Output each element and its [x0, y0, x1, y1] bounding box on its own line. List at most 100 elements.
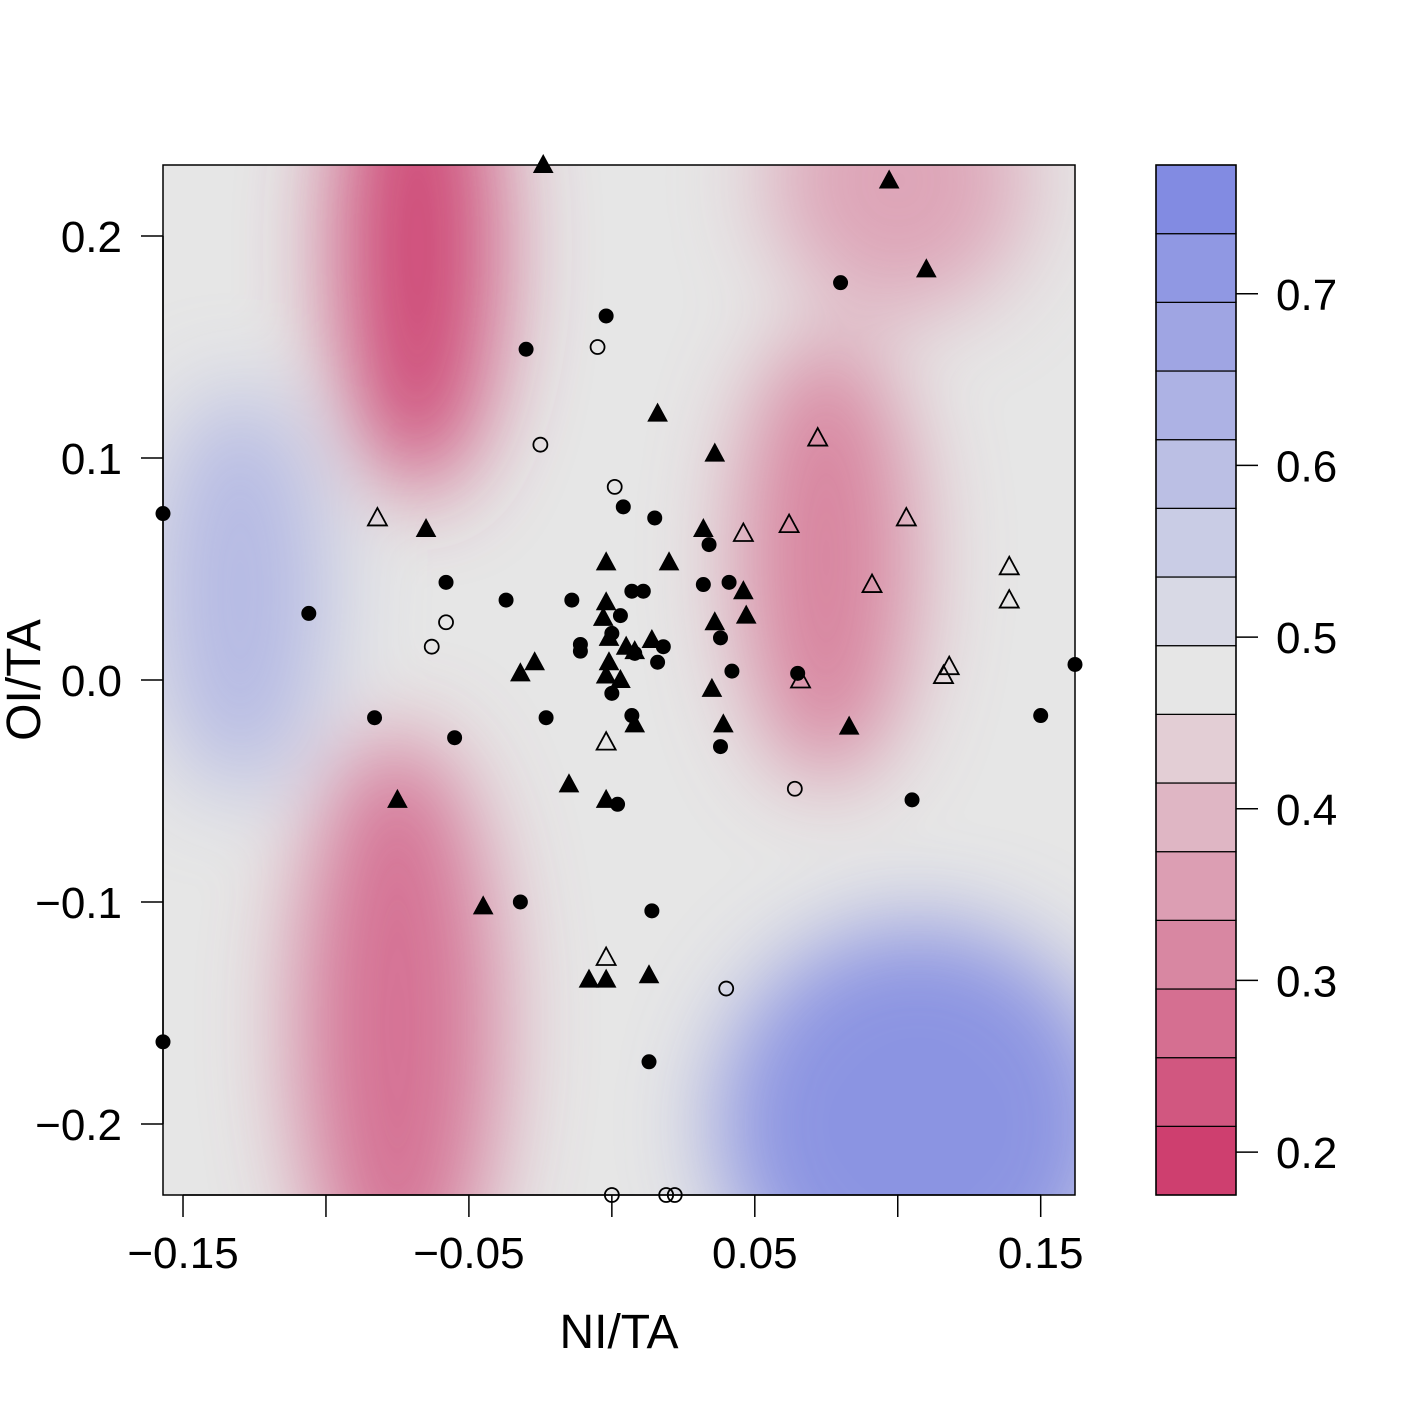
filled-circle-point	[647, 510, 663, 526]
filled-triangle-point	[578, 968, 600, 988]
open-triangle-point	[998, 588, 1021, 609]
filled-circle-point	[438, 574, 454, 590]
open-circle-point	[786, 780, 803, 797]
open-circle-point	[532, 436, 549, 453]
contour-region	[717, 924, 1075, 1195]
filled-triangle-point	[524, 651, 546, 671]
open-circle-point	[423, 638, 440, 655]
colorbar-level	[1155, 1125, 1237, 1196]
filled-triangle-point	[532, 153, 554, 173]
filled-circle-point	[447, 730, 463, 746]
filled-circle-point	[712, 630, 728, 646]
colorbar-level	[1155, 576, 1237, 647]
filled-circle-point	[1033, 708, 1049, 724]
filled-circle-point	[612, 608, 628, 624]
filled-circle-point	[833, 275, 849, 291]
open-triangle-point	[938, 654, 961, 676]
y-tick-label: −0.1	[35, 879, 122, 928]
x-tick-label: 0.15	[998, 1229, 1084, 1278]
filled-triangle-point	[595, 591, 617, 611]
filled-circle-point	[644, 903, 660, 919]
colorbar-level	[1155, 919, 1237, 990]
colorbar-level	[1155, 645, 1237, 715]
filled-triangle-point	[704, 611, 726, 631]
filled-circle-point	[701, 537, 717, 553]
filled-triangle-point	[692, 518, 714, 538]
open-circle-point	[606, 478, 623, 495]
open-triangle-point	[998, 554, 1021, 576]
filled-circle-point	[498, 592, 514, 608]
filled-triangle-point	[838, 715, 860, 735]
open-triangle-point	[789, 668, 812, 689]
colorbar-level	[1155, 370, 1237, 441]
filled-circle-point	[695, 577, 711, 593]
contour-region	[300, 735, 495, 1195]
y-tick-label: 0.1	[61, 435, 122, 484]
filled-triangle-point	[878, 169, 900, 189]
filled-circle-point	[538, 710, 554, 726]
colorbar-level	[1155, 439, 1237, 509]
open-circle-point	[718, 980, 735, 997]
contour-region	[163, 391, 326, 791]
open-triangle-point	[366, 506, 389, 527]
open-triangle-point	[861, 572, 884, 593]
filled-triangle-point	[641, 628, 663, 649]
filled-triangle-point	[704, 442, 726, 462]
filled-circle-point	[641, 1054, 657, 1070]
x-tick-label: 0.05	[712, 1229, 798, 1278]
filled-triangle-point	[592, 606, 614, 626]
filled-triangle-point	[595, 968, 617, 988]
contour-region	[337, 165, 498, 492]
filled-triangle-point	[415, 518, 437, 538]
filled-triangle-point	[598, 651, 620, 671]
x-tick-label: −0.05	[413, 1229, 524, 1278]
y-tick-label: 0.2	[61, 213, 122, 262]
colorbar-level	[1155, 164, 1237, 235]
filled-circle-point	[712, 739, 728, 755]
filled-triangle-point	[713, 713, 734, 733]
filled-circle-point	[572, 636, 588, 652]
colorbar-tick-label: 0.5	[1276, 614, 1337, 663]
colorbar-level	[1155, 988, 1237, 1059]
colorbar-level	[1155, 851, 1237, 921]
filled-triangle-point	[624, 640, 646, 660]
filled-triangle-point	[510, 662, 531, 682]
filled-circle-point	[721, 574, 737, 590]
filled-triangle-point	[387, 788, 408, 808]
filled-circle-point	[564, 592, 580, 608]
colorbar-level	[1155, 782, 1237, 853]
x-axis: −0.15 −0.05 0.05 0.15	[127, 1194, 1084, 1278]
y-tick-label: 0.0	[61, 657, 122, 706]
filled-triangle-point	[735, 604, 757, 624]
colorbar: 0.2 0.3 0.4 0.5 0.6 0.7	[1155, 164, 1337, 1196]
filled-triangle-point	[624, 713, 646, 733]
open-triangle-point	[595, 730, 618, 751]
colorbar-tick-label: 0.4	[1276, 786, 1337, 835]
filled-triangle-point	[595, 551, 617, 571]
filled-triangle-point	[658, 551, 680, 571]
filled-triangle-point	[638, 964, 660, 984]
filled-triangle-point	[595, 664, 617, 684]
x-axis-title: NI/TA	[559, 1306, 678, 1359]
filled-triangle-point	[733, 580, 754, 600]
filled-triangle-point	[595, 788, 617, 808]
colorbar-tick-label: 0.6	[1276, 442, 1337, 491]
filled-circle-point	[635, 583, 651, 599]
contour-region	[769, 165, 1027, 314]
colorbar-frame	[1155, 164, 1237, 1196]
open-triangle-point	[732, 521, 755, 542]
colorbar-tick-label: 0.3	[1276, 957, 1337, 1006]
filled-triangle-point	[472, 895, 494, 915]
colorbar-level	[1155, 713, 1237, 784]
colorbar-level	[1155, 301, 1237, 372]
y-axis: 0.2 0.1 0.0 −0.1 −0.2	[35, 213, 164, 1150]
open-triangle-point	[895, 506, 918, 527]
filled-circle-point	[604, 685, 620, 701]
filled-triangle-point	[598, 626, 620, 646]
colorbar-tick-label: 0.7	[1276, 271, 1337, 320]
filled-circle-point	[615, 499, 631, 515]
filled-triangle-point	[647, 402, 668, 422]
filled-triangle-point	[558, 773, 580, 793]
open-triangle-point	[595, 945, 618, 966]
